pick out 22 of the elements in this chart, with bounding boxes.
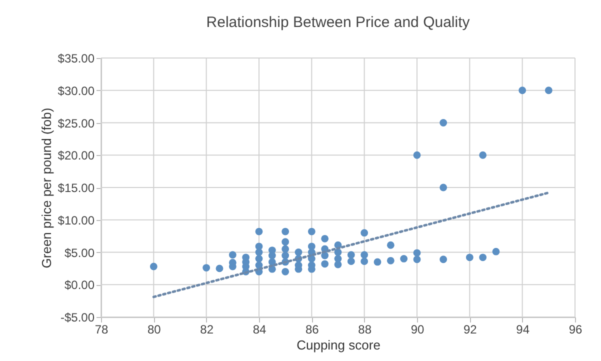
- x-tick-label: 86: [305, 322, 320, 336]
- y-tick-label: $10.00: [58, 213, 95, 228]
- x-tick-label: 96: [568, 322, 582, 336]
- chart-title: Relationship Between Price and Quality: [206, 14, 470, 31]
- y-tick-label: $5.00: [64, 246, 95, 260]
- y-axis-title: Green price per pound (fob): [38, 108, 54, 268]
- x-tick-label: 78: [94, 322, 108, 336]
- y-tick-label: $35.00: [58, 52, 95, 66]
- y-tick-label: $0.00: [64, 278, 95, 292]
- y-tick-label: -$5.00: [60, 310, 95, 324]
- x-tick-label: 80: [147, 322, 162, 336]
- y-tick-label: $20.00: [58, 148, 95, 163]
- x-axis-title: Cupping score: [296, 338, 380, 352]
- x-tick-label: 84: [252, 322, 266, 336]
- y-tick-label: $15.00: [58, 181, 95, 195]
- x-tick-label: 88: [358, 322, 372, 336]
- x-tick-label: 92: [463, 322, 478, 336]
- x-tick-label: 94: [516, 322, 530, 336]
- y-tick-label: $25.00: [58, 116, 95, 130]
- x-tick-label: 82: [200, 322, 214, 336]
- x-tick-label: 90: [410, 322, 424, 336]
- y-tick-label: $30.00: [58, 84, 95, 98]
